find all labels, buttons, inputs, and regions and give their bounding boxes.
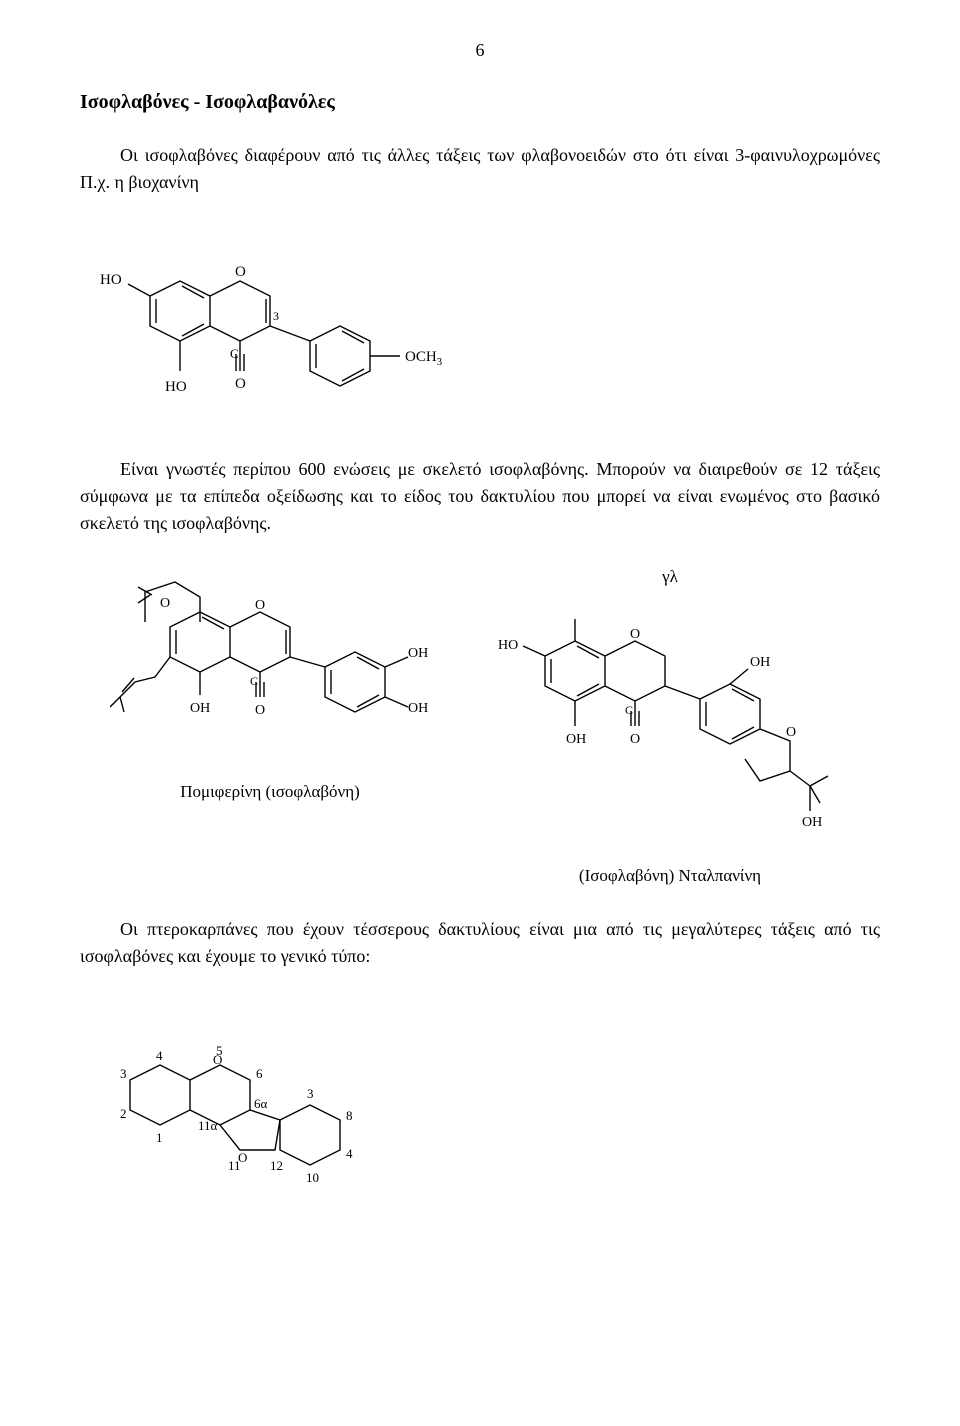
pomiferin-structure: O O OH OH OH C O	[110, 567, 430, 767]
n2: 2	[120, 1106, 127, 1121]
n4: 4	[156, 1048, 163, 1063]
n11a: 11α	[198, 1118, 218, 1133]
label-o-double: O	[630, 732, 640, 747]
n12: 12	[270, 1158, 283, 1173]
n10: 10	[306, 1170, 319, 1185]
label-och3: OCH3	[405, 349, 443, 368]
label-oh2: OH	[566, 732, 586, 747]
label-o-furan: O	[786, 725, 796, 740]
n3b: 3	[307, 1086, 314, 1101]
label-o-double: O	[255, 703, 265, 718]
n1: 1	[156, 1130, 163, 1145]
figure-pterocarpan: 3 2 4 1 5 6 6α 11α 11 12 3 8 4 10 O O	[80, 1000, 880, 1200]
label-o2: O	[255, 598, 265, 613]
caption-dalpanin: (Ισοφλαβόνη) Νταλπανίνη	[579, 866, 761, 886]
section-heading: Ισοφλαβόνες - Ισοφλαβανόλες	[80, 91, 880, 114]
n3: 3	[120, 1066, 127, 1081]
label-three: 3	[273, 309, 279, 323]
o2: O	[238, 1150, 247, 1165]
label-o1: O	[160, 596, 170, 611]
dalpanin-structure: HO O OH OH C O O OH	[490, 591, 850, 851]
n8: 8	[346, 1108, 353, 1123]
label-oh1: OH	[750, 655, 770, 670]
label-c: C	[250, 674, 258, 688]
paragraph-1: Οι ισοφλαβόνες διαφέρουν από τις άλλες τ…	[80, 142, 880, 196]
n6: 6	[256, 1066, 263, 1081]
n6a: 6α	[254, 1096, 268, 1111]
paragraph-2: Είναι γνωστές περίπου 600 ενώσεις με σκε…	[80, 456, 880, 537]
label-o-double: O	[235, 376, 246, 392]
label-o-ring: O	[235, 264, 246, 280]
figure-row-isoflavones: O O OH OH OH C O Πομιφερίνη (ισοφλαβόνη)…	[80, 567, 880, 886]
label-oh3: OH	[802, 815, 822, 830]
paragraph-3: Οι πτεροκαρπάνες που έχουν τέσσερους δακ…	[80, 916, 880, 970]
biochanin-structure: HO HO O 3 C O OCH3	[80, 226, 520, 416]
caption-gl: γλ	[662, 567, 678, 587]
page-number: 6	[80, 40, 880, 61]
label-o-ring: O	[630, 627, 640, 642]
n4b: 4	[346, 1146, 353, 1161]
label-c: C	[230, 346, 239, 361]
label-c: C	[625, 703, 633, 717]
label-ho1: HO	[100, 272, 122, 288]
pterocarpan-structure: 3 2 4 1 5 6 6α 11α 11 12 3 8 4 10 O O	[80, 1000, 420, 1200]
label-ho: HO	[498, 638, 518, 653]
label-ho2: HO	[165, 379, 187, 395]
figure-pomiferin: O O OH OH OH C O Πομιφερίνη (ισοφλαβόνη)	[110, 567, 430, 802]
label-oh2: OH	[408, 646, 428, 661]
label-oh3: OH	[408, 701, 428, 716]
figure-dalpanin: γλ	[490, 567, 850, 886]
caption-pomiferin: Πομιφερίνη (ισοφλαβόνη)	[180, 782, 360, 802]
figure-biochanin: HO HO O 3 C O OCH3	[80, 226, 880, 416]
o1: O	[213, 1052, 222, 1067]
label-oh1: OH	[190, 701, 210, 716]
